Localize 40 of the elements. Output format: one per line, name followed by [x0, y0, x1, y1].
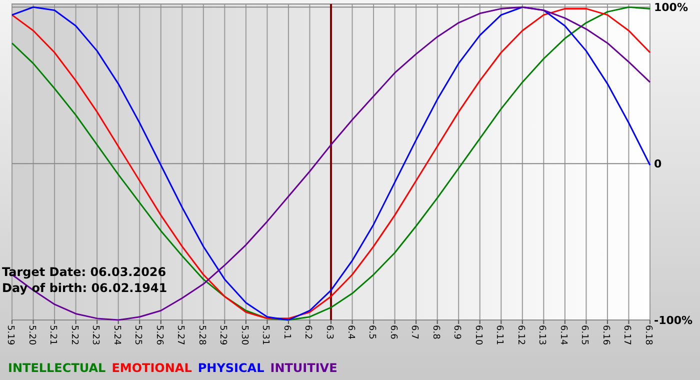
x-tick-label: 5.25	[132, 325, 143, 346]
x-tick-label: 6.17	[622, 325, 632, 346]
x-tick-label: 5.19	[5, 325, 15, 346]
x-tick-label: 6.12	[515, 325, 526, 346]
x-tick-label: 5.24	[111, 325, 122, 346]
annotation: Target Date: 06.03.2026	[2, 265, 166, 279]
text: EMOTIONAL	[112, 361, 192, 375]
x-tick-label: 6.3	[324, 325, 334, 340]
x-tick-label: 5.26	[154, 325, 164, 346]
x-tick-label: 5.28	[196, 325, 206, 346]
x-tick-label: 6.15	[579, 325, 590, 346]
annotation: Day of birth: 06.02.1941	[2, 281, 168, 295]
x-tick-label: 5.30	[238, 325, 249, 346]
x-tick-label: 6.9	[452, 325, 462, 340]
y-tick-label: 0	[654, 157, 662, 170]
x-tick-label: 6.5	[366, 325, 377, 340]
x-tick-label: 6.6	[388, 325, 398, 340]
x-tick-label: 6.10	[472, 325, 483, 346]
text: PHYSICAL	[198, 361, 265, 375]
x-tick-label: 5.23	[90, 325, 100, 346]
x-tick-label: 6.1	[281, 325, 292, 340]
x-tick-label: 5.22	[68, 325, 79, 346]
x-tick-label: 5.29	[218, 325, 228, 346]
x-tick-label: 6.2	[302, 325, 313, 340]
x-tick-label: 6.7	[409, 325, 420, 340]
x-tick-label: 6.18	[643, 325, 653, 346]
y-tick-label: 100%	[654, 0, 688, 14]
y-tick-label: -100%	[654, 314, 693, 327]
x-tick-label: 5.31	[260, 325, 270, 346]
x-tick-label: 5.21	[48, 325, 58, 346]
x-tick-label: 6.8	[430, 325, 440, 340]
x-tick-label: 6.14	[558, 325, 568, 346]
x-tick-label: 6.13	[536, 325, 547, 346]
x-tick-label: 6.4	[345, 325, 356, 340]
text: INTELLECTUAL	[8, 361, 106, 375]
text: INTUITIVE	[270, 361, 338, 375]
x-tick-label: 5.27	[175, 325, 186, 346]
x-tick-label: 6.16	[600, 325, 610, 346]
x-tick-label: 5.20	[26, 325, 36, 346]
x-tick-label: 6.11	[494, 325, 504, 346]
